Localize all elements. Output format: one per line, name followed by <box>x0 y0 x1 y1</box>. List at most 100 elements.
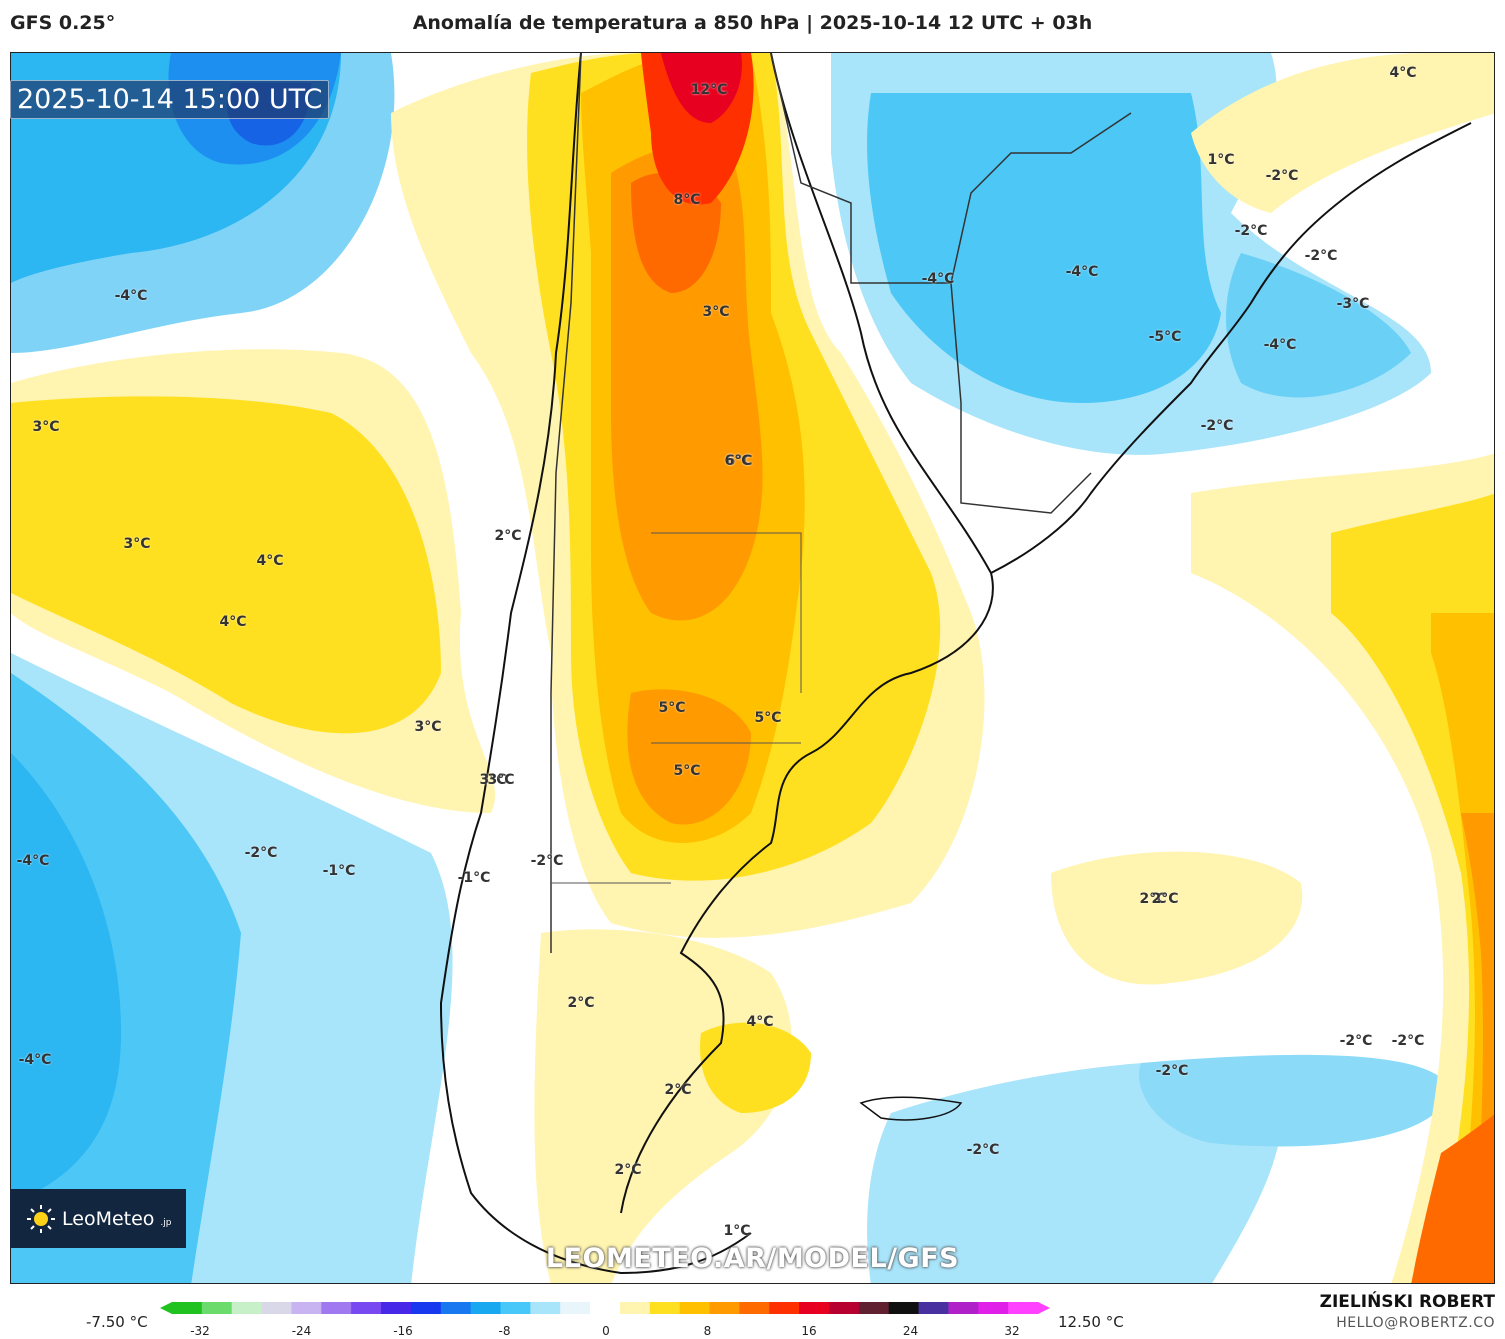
contour-label: -5°C <box>1148 329 1182 345</box>
colorbar-bin <box>172 1302 203 1314</box>
contour-label: 4°C <box>219 614 247 630</box>
colorbar-bin <box>888 1302 920 1314</box>
colorbar-bin <box>679 1302 711 1314</box>
colorbar-bin <box>530 1302 561 1314</box>
colorbar-bin <box>978 1302 1009 1314</box>
colorbar-bin <box>739 1302 770 1314</box>
colorbar-bin <box>799 1302 830 1314</box>
contour-label: 3°C <box>487 772 515 788</box>
contour-label: 1°C <box>1207 152 1235 168</box>
contour-label: -2°C <box>1265 168 1299 184</box>
contour-label: 2°C <box>614 1162 642 1178</box>
contour-label: -2°C <box>1200 418 1234 434</box>
colorbar-max-label: 12.50 °C <box>1058 1313 1124 1331</box>
contour-label: -3°C <box>1336 296 1370 312</box>
colorbar-bin <box>201 1302 233 1314</box>
colorbar-tick: 32 <box>1004 1324 1020 1338</box>
colorbar-bin <box>470 1302 501 1314</box>
colorbar-bin <box>918 1302 949 1314</box>
colorbar-min-label: -7.50 °C <box>86 1313 148 1331</box>
map-field <box>11 53 1494 1283</box>
contour-label: 3°C <box>32 419 60 435</box>
contour-label: -4°C <box>18 1052 52 1068</box>
contour-label: 3°C <box>702 304 730 320</box>
colorbar-bin <box>440 1302 472 1314</box>
contour-label: -2°C <box>1304 248 1338 264</box>
colorbar-bin <box>410 1302 442 1314</box>
colorbar-bin <box>321 1302 352 1314</box>
contour-label: -2°C <box>1155 1063 1189 1079</box>
contour-label: -4°C <box>1065 264 1099 280</box>
colorbar-tick: -16 <box>393 1324 413 1338</box>
colorbar-bin <box>231 1302 263 1314</box>
colorbar-bin <box>1008 1302 1039 1314</box>
colorbar-bin <box>351 1302 382 1314</box>
colorbar-bin <box>619 1302 651 1314</box>
author-credit: ZIELIŃSKI ROBERT <box>1319 1292 1495 1312</box>
contour-label: 2°C <box>494 528 522 544</box>
contour-label: -2°C <box>244 845 278 861</box>
watermark: LEOMETEO.AR/MODEL/GFS <box>545 1243 960 1274</box>
contour-label: -2°C <box>1339 1033 1373 1049</box>
colorbar-tick: 16 <box>801 1324 817 1338</box>
logo-suffix: .jp <box>160 1217 172 1228</box>
contour-label: 2°C <box>664 1082 692 1098</box>
colorbar-bin <box>500 1302 531 1314</box>
colorbar-tick: -24 <box>291 1324 312 1338</box>
colorbar-over-arrow <box>1038 1302 1050 1314</box>
contour-label: 8°C <box>673 192 701 208</box>
colorbar-bin <box>948 1302 979 1314</box>
colorbar-bin <box>560 1302 591 1314</box>
leometeo-logo: LeoMeteo .jp <box>10 1189 186 1248</box>
contour-label: 5°C <box>673 763 701 779</box>
contour-label: -2°C <box>966 1142 1000 1158</box>
contour-label: 12°C <box>690 82 728 98</box>
contour-label: 3°C <box>479 772 507 788</box>
colorbar-tick: 0 <box>602 1324 610 1338</box>
contour-label: 2°C <box>567 995 595 1011</box>
colorbar-bin <box>769 1302 800 1314</box>
contour-label: -4°C <box>921 271 955 287</box>
colorbar-bin <box>649 1302 681 1314</box>
contour-label: 2°C <box>1139 891 1167 907</box>
colorbar-bin <box>291 1302 322 1314</box>
contour-label: 3°C <box>123 536 151 552</box>
contour-label: -1°C <box>322 863 356 879</box>
contour-label: -2°C <box>1234 223 1268 239</box>
colorbar-tick: 24 <box>902 1324 919 1338</box>
contour-label: 5°C <box>658 700 686 716</box>
author-email: HELLO@ROBERTZ.CO <box>1336 1315 1495 1331</box>
map-title: Anomalía de temperatura a 850 hPa | 2025… <box>412 12 1093 34</box>
contour-label: 2°C <box>1151 891 1179 907</box>
colorbar-bin <box>828 1302 860 1314</box>
colorbar-bin <box>709 1302 740 1314</box>
colorbar-under-arrow <box>160 1302 172 1314</box>
contour-label: 6°C <box>724 453 752 469</box>
contour-label: -4°C <box>114 288 148 304</box>
model-label: GFS 0.25° <box>10 12 116 34</box>
contour-label: 5°C <box>754 710 782 726</box>
contour-label: 3°C <box>414 719 442 735</box>
colorbar-tick: 8 <box>703 1324 712 1338</box>
colorbar-bin <box>590 1302 621 1314</box>
valid-time-badge: 2025-10-14 15:00 UTC <box>10 80 330 119</box>
colorbar-tick: -32 <box>190 1324 210 1338</box>
colorbar-bin <box>381 1302 412 1314</box>
colorbar-bin <box>858 1302 890 1314</box>
anomaly-map: 12°C 8°C 3°C 6°C 6°C 2°C 3°C 3°C 4°C 3°C -4°C 4°C 5°… <box>10 52 1495 1284</box>
colorbar <box>160 1302 1050 1314</box>
contour-label: -2°C <box>530 853 564 869</box>
sun-icon <box>27 1204 55 1233</box>
colorbar-bin <box>261 1302 292 1314</box>
contour-label: -4°C <box>1263 337 1297 353</box>
contour-label: -4°C <box>16 853 50 869</box>
colorbar-tick: -8 <box>498 1324 511 1338</box>
contour-label: 4°C <box>256 553 284 569</box>
contour-label: 6°C <box>725 453 753 469</box>
contour-label: 4°C <box>1389 65 1417 81</box>
logo-text: LeoMeteo <box>62 1207 155 1230</box>
contour-label: -1°C <box>457 870 491 886</box>
contour-label: 4°C <box>746 1014 774 1030</box>
contour-label: -2°C <box>1391 1033 1425 1049</box>
contour-label: 1°C <box>723 1223 751 1239</box>
